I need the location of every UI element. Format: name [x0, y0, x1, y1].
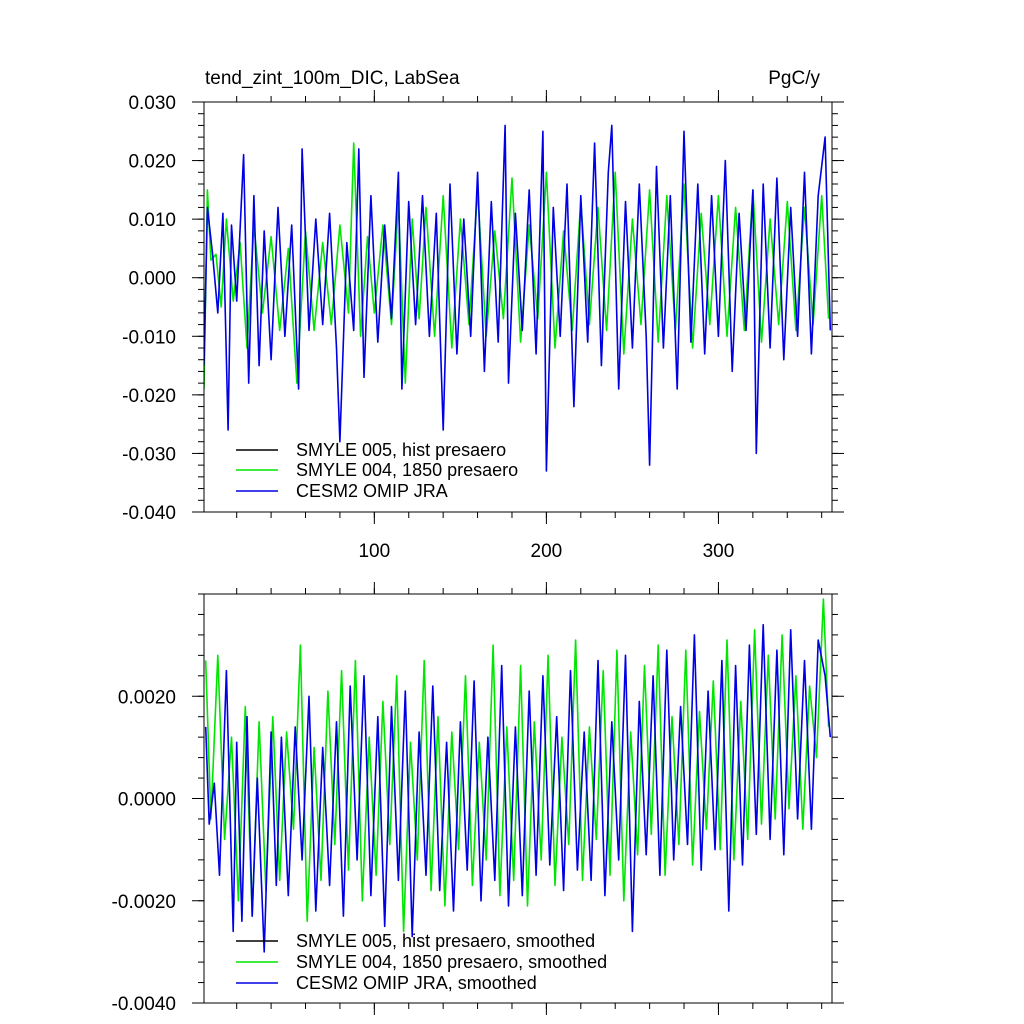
bottom-ytick-label: 0.0000 — [118, 790, 176, 811]
top-ytick-label: -0.010 — [122, 327, 176, 348]
legend-label-cesm2-omip-jra-smoothed: CESM2 OMIP JRA, smoothed — [296, 973, 537, 993]
bottom-series-line-2 — [204, 623, 832, 953]
top-xtick-label: 300 — [703, 541, 735, 562]
bottom-legend: SMYLE 005, hist presaero, smoothed SMYLE… — [236, 931, 607, 993]
legend-label-smyle-005-smoothed: SMYLE 005, hist presaero, smoothed — [296, 931, 595, 951]
top-legend: SMYLE 005, hist presaero SMYLE 004, 1850… — [236, 440, 518, 501]
top-ytick-label: -0.040 — [122, 503, 176, 524]
bottom-panel: -0.0040 -0.0020 0.0000 0.0020 SMYLE 005, hi… — [112, 582, 844, 1015]
top-ytick-label: 0.000 — [128, 269, 176, 290]
top-plot-area: -0.040 -0.030 -0.020 -0.010 0.000 0.010 0.020 0… — [122, 90, 844, 562]
top-ytick-label: 0.030 — [128, 93, 176, 114]
top-panel-title: tend_zint_100m_DIC, LabSea — [205, 68, 460, 89]
top-series-line-1 — [204, 142, 830, 390]
top-plot-frame — [203, 101, 833, 513]
legend-label-smyle-005: SMYLE 005, hist presaero — [296, 440, 506, 460]
top-ytick-label: 0.020 — [128, 152, 176, 173]
top-series-line-2 — [204, 124, 832, 472]
bottom-ytick-label: -0.0040 — [112, 994, 176, 1015]
bottom-ytick-label: -0.0020 — [112, 892, 176, 913]
top-ytick-label: -0.030 — [122, 444, 176, 465]
top-xtick-label: 100 — [358, 541, 390, 562]
bottom-ytick-label: 0.0020 — [118, 687, 176, 708]
legend-label-smyle-004-smoothed: SMYLE 004, 1850 presaero, smoothed — [296, 952, 607, 972]
top-xtick-label: 200 — [531, 541, 563, 562]
top-ytick-label: 0.010 — [128, 210, 176, 231]
bottom-plot-area: -0.0040 -0.0020 0.0000 0.0020 — [112, 582, 844, 1015]
legend-label-smyle-004: SMYLE 004, 1850 presaero — [296, 460, 518, 480]
top-ytick-label: -0.020 — [122, 386, 176, 407]
top-panel: tend_zint_100m_DIC, LabSea PgC/y -0.040-… — [122, 68, 844, 562]
top-panel-units: PgC/y — [768, 68, 820, 89]
legend-label-cesm2-omip-jra: CESM2 OMIP JRA — [296, 481, 448, 501]
